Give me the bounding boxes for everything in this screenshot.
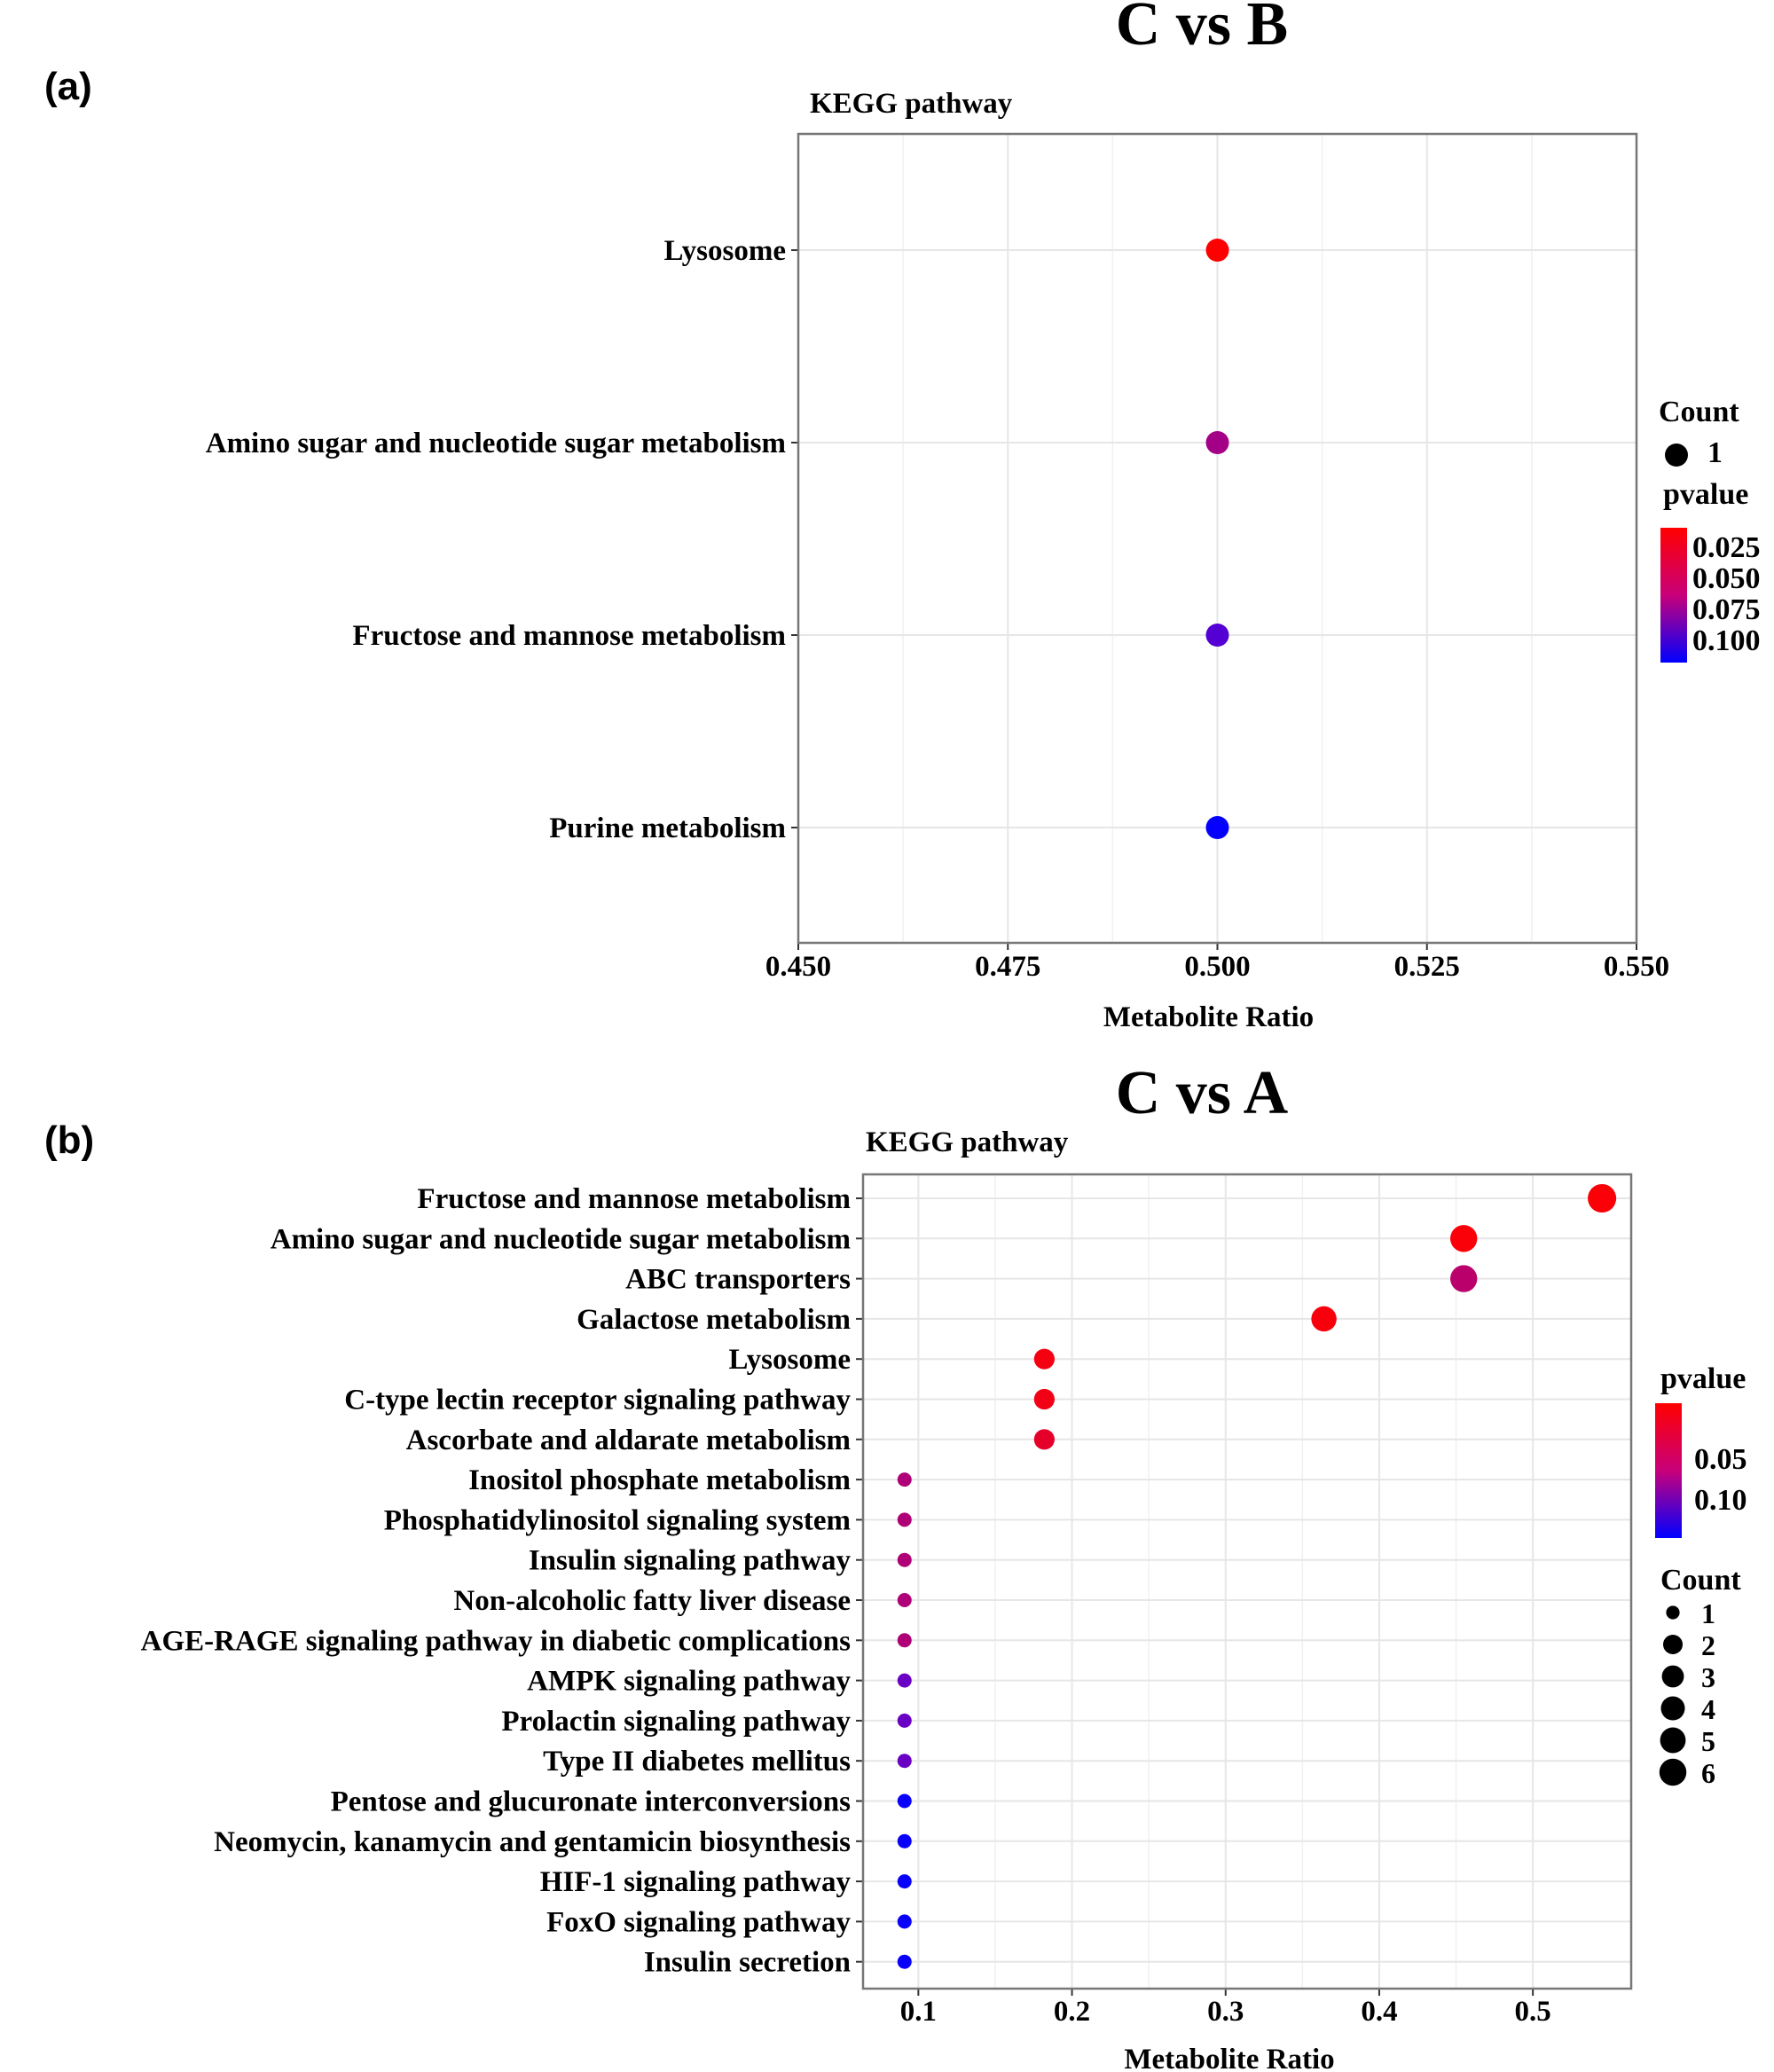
size-legend-title: Count bbox=[1659, 396, 1739, 428]
data-point bbox=[897, 1673, 912, 1688]
chart-title: C vs B bbox=[1116, 0, 1288, 59]
y-tick-label: Amino sugar and nucleotide sugar metabol… bbox=[271, 1223, 851, 1255]
size-legend-key bbox=[1661, 1665, 1684, 1688]
y-tick-label: Non-alcoholic fatty liver disease bbox=[453, 1585, 851, 1617]
data-point bbox=[1450, 1225, 1478, 1252]
x-tick-label: 0.500 bbox=[1184, 951, 1250, 983]
data-point bbox=[1205, 816, 1229, 839]
y-tick-label: Ascorbate and aldarate metabolism bbox=[406, 1424, 851, 1456]
x-tick-label: 0.1 bbox=[900, 1996, 937, 2028]
colorbar-tick-label: 0.05 bbox=[1694, 1443, 1747, 1476]
size-legend-label: 3 bbox=[1701, 1661, 1715, 1693]
data-point bbox=[897, 1472, 912, 1487]
data-point bbox=[897, 1713, 912, 1728]
y-axis-title: KEGG pathway bbox=[866, 1126, 1069, 1158]
y-tick-label: Purine metabolism bbox=[549, 812, 786, 844]
y-tick-label: Type II diabetes mellitus bbox=[543, 1746, 851, 1778]
size-legend-key bbox=[1665, 443, 1688, 467]
size-legend-key bbox=[1662, 1634, 1684, 1655]
colorbar-tick-label: 0.025 bbox=[1692, 531, 1761, 564]
size-legend-key bbox=[1659, 1758, 1687, 1786]
data-point bbox=[1033, 1348, 1055, 1370]
panel-a: (a) C vs B KEGG pathway 0.450 0.475 0.500 0.52… bbox=[44, 0, 1761, 1033]
x-tick-label: 0.5 bbox=[1515, 1996, 1551, 2028]
y-tick-label: Inositol phosphate metabolism bbox=[468, 1464, 851, 1496]
y-tick-label: Insulin signaling pathway bbox=[529, 1545, 852, 1577]
y-tick-label: Amino sugar and nucleotide sugar metabol… bbox=[206, 428, 786, 459]
colorbar-tick-label: 0.050 bbox=[1692, 562, 1761, 595]
data-point bbox=[897, 1914, 912, 1929]
data-point bbox=[1311, 1306, 1337, 1332]
size-legend-label: 2 bbox=[1701, 1629, 1715, 1661]
color-legend-title: pvalue bbox=[1660, 1362, 1746, 1395]
y-tick-label: Fructose and mannose metabolism bbox=[352, 620, 786, 652]
size-legend-label: 1 bbox=[1707, 436, 1723, 469]
data-point bbox=[897, 1593, 912, 1607]
data-point bbox=[1205, 624, 1229, 647]
size-legend-key bbox=[1660, 1696, 1685, 1721]
x-axis-title: Metabolite Ratio bbox=[1103, 1001, 1314, 1033]
y-tick-label: Pentose and glucuronate interconversions bbox=[331, 1786, 852, 1818]
size-legend-label: 5 bbox=[1701, 1725, 1715, 1757]
x-tick-label: 0.450 bbox=[765, 951, 831, 983]
x-tick-label: 0.3 bbox=[1207, 1996, 1244, 2028]
y-tick-label: FoxO signaling pathway bbox=[546, 1906, 851, 1938]
colorbar bbox=[1655, 1403, 1682, 1538]
size-legend-label: 4 bbox=[1701, 1693, 1715, 1725]
size-legend-title: Count bbox=[1660, 1564, 1741, 1597]
colorbar-tick-label: 0.100 bbox=[1692, 624, 1761, 657]
y-tick-label: Lysosome bbox=[728, 1344, 851, 1376]
y-axis-title: KEGG pathway bbox=[810, 88, 1013, 120]
panel-b: (b) C vs A KEGG pathway 0.1 0.2 0.3 0.4 0.5 Fruc… bbox=[44, 1059, 1747, 2072]
y-tick-label: Fructose and mannose metabolism bbox=[417, 1183, 851, 1215]
y-tick-label: AGE-RAGE signaling pathway in diabetic c… bbox=[141, 1625, 852, 1657]
data-point bbox=[897, 1633, 912, 1648]
y-tick-label: Phosphatidylinositol signaling system bbox=[384, 1504, 851, 1536]
color-legend-title: pvalue bbox=[1663, 478, 1748, 511]
x-tick-label: 0.550 bbox=[1604, 951, 1669, 983]
plot-border bbox=[797, 132, 1638, 945]
data-point bbox=[1205, 431, 1229, 454]
size-legend-label: 1 bbox=[1701, 1597, 1715, 1629]
size-legend-key bbox=[1666, 1605, 1680, 1620]
data-point bbox=[897, 1754, 912, 1769]
data-point bbox=[897, 1512, 912, 1527]
y-tick-label: Galactose metabolism bbox=[577, 1304, 851, 1336]
plot-border bbox=[861, 1173, 1633, 1990]
data-point bbox=[897, 1793, 912, 1809]
data-point bbox=[897, 1552, 912, 1567]
y-tick-label: AMPK signaling pathway bbox=[527, 1666, 851, 1698]
panel-label: (a) bbox=[44, 65, 92, 108]
x-tick-label: 0.525 bbox=[1394, 951, 1460, 983]
size-legend-label: 6 bbox=[1701, 1757, 1715, 1789]
chart-title: C vs A bbox=[1116, 1059, 1289, 1127]
data-point bbox=[1033, 1429, 1055, 1450]
y-tick-label: ABC transporters bbox=[625, 1264, 851, 1296]
x-axis-title: Metabolite Ratio bbox=[1124, 2044, 1334, 2072]
size-legend-key bbox=[1660, 1727, 1686, 1754]
panel-label: (b) bbox=[44, 1118, 94, 1162]
y-tick-label: HIF-1 signaling pathway bbox=[540, 1866, 852, 1898]
colorbar-tick-label: 0.075 bbox=[1692, 593, 1761, 626]
data-point bbox=[1205, 239, 1229, 262]
colorbar bbox=[1660, 528, 1687, 663]
y-tick-label: Neomycin, kanamycin and gentamicin biosy… bbox=[214, 1826, 851, 1858]
data-point bbox=[1033, 1388, 1055, 1410]
colorbar-tick-label: 0.10 bbox=[1694, 1484, 1747, 1517]
data-point bbox=[897, 1833, 912, 1848]
data-point bbox=[897, 1874, 912, 1889]
y-tick-label: Lysosome bbox=[663, 235, 786, 267]
y-tick-label: Insulin secretion bbox=[644, 1947, 851, 1979]
y-tick-label: Prolactin signaling pathway bbox=[501, 1706, 851, 1738]
data-point bbox=[897, 1954, 912, 1969]
x-tick-label: 0.2 bbox=[1054, 1996, 1090, 2028]
data-point bbox=[1450, 1265, 1478, 1292]
data-point bbox=[1588, 1183, 1617, 1213]
x-tick-label: 0.4 bbox=[1361, 1996, 1397, 2028]
x-tick-label: 0.475 bbox=[975, 951, 1040, 983]
y-tick-label: C-type lectin receptor signaling pathway bbox=[344, 1385, 851, 1417]
